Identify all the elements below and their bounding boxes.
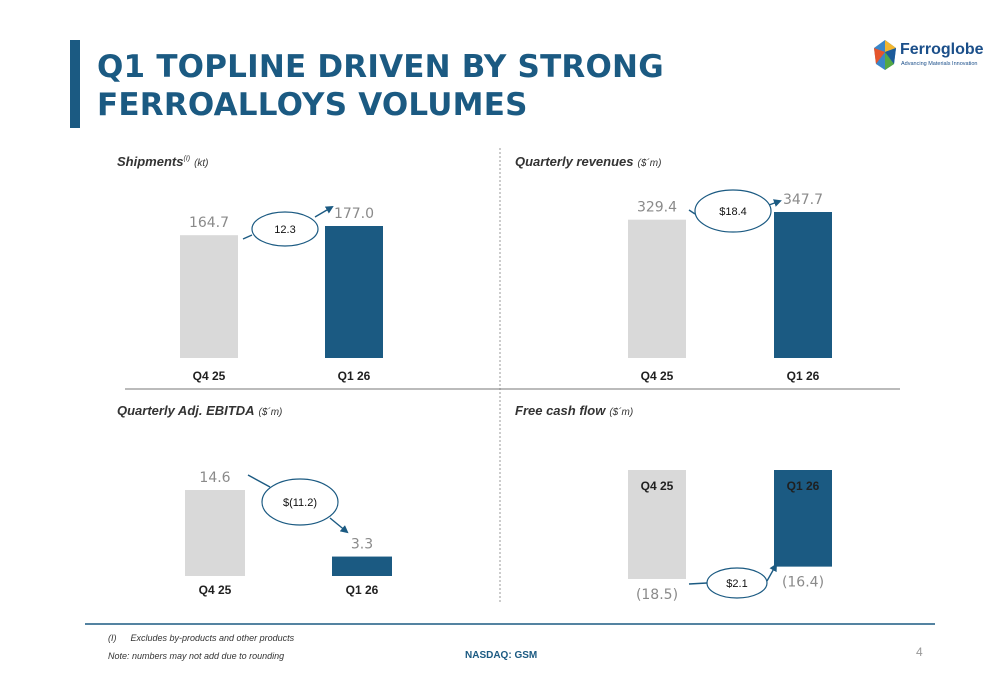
shipments-change-bubble <box>251 211 319 247</box>
shipments-value-label: 177.0 <box>334 206 374 222</box>
ebitda-arrow-in <box>247 474 271 488</box>
revenues-category-label: Q1 26 <box>787 369 820 383</box>
revenues-category-label: Q4 25 <box>641 369 674 383</box>
footnote-2: Note: numbers may not add due to roundin… <box>108 651 285 661</box>
footnote-1: (I) Excludes by-products and other produc… <box>108 633 295 643</box>
ebitda-bar-q4-25 <box>185 490 245 576</box>
ebitda-value-label: 14.6 <box>199 470 230 486</box>
revenues-bar-q1-26 <box>774 212 832 358</box>
fcf-value-label: (18.5) <box>636 587 678 603</box>
shipments-category-label: Q4 25 <box>193 369 226 383</box>
shipments-bar-q4-25 <box>180 235 238 358</box>
shipments-arrow-out <box>314 205 334 218</box>
ebitda-category-label: Q1 26 <box>346 583 379 597</box>
revenues-change-bubble <box>694 189 772 233</box>
revenues-bar-q4-25 <box>628 219 686 358</box>
shipments-title: Shipments(I) (kt) <box>117 154 209 169</box>
globe-icon <box>874 40 896 70</box>
ebitda-arrow-out <box>329 517 349 534</box>
fcf-arrow-in <box>688 582 708 585</box>
ebitda-change-bubble <box>261 478 339 526</box>
logo-tagline: Advancing Materials Innovation <box>901 61 978 67</box>
revenues-arrow-out <box>768 199 782 207</box>
ebitda-title: Quarterly Adj. EBITDA ($´m) <box>117 403 283 418</box>
fcf-change-label: $2.1 <box>726 578 747 590</box>
fcf-category-label: Q4 25 <box>641 479 674 493</box>
shipments-category-label: Q1 26 <box>338 369 371 383</box>
page-number: 4 <box>916 645 923 659</box>
fcf-bar-q1-26 <box>774 470 832 567</box>
shipments-bar-q1-26 <box>325 226 383 358</box>
fcf-value-label: (16.4) <box>782 575 824 591</box>
fcf-change-bubble <box>706 567 768 599</box>
ebitda-value-label: 3.3 <box>351 537 373 553</box>
fcf-bar-q4-25 <box>628 470 686 579</box>
page-title: Q1 TOPLINE DRIVEN BY STRONG FERROALLOYS … <box>97 49 664 123</box>
fcf-arrow-out <box>766 563 777 582</box>
shipments-change-label: 12.3 <box>274 224 295 236</box>
ebitda-change-label: $(11.2) <box>283 497 317 509</box>
revenues-value-label: 329.4 <box>637 200 677 216</box>
ticker-label: NASDAQ: GSM <box>465 650 538 661</box>
revenues-arrow-in <box>688 209 696 215</box>
logo-wordmark: Ferroglobe <box>900 41 984 58</box>
title-accent-bar <box>70 40 80 128</box>
ferroglobe-logo: Ferroglobe Advancing Materials Innovatio… <box>872 38 984 76</box>
shipments-value-label: 164.7 <box>189 215 229 231</box>
revenues-value-label: 347.7 <box>783 192 823 208</box>
ebitda-bar-q1-26 <box>332 556 392 576</box>
revenues-title: Quarterly revenues ($´m) <box>515 154 662 169</box>
shipments-arrow-in <box>242 234 253 240</box>
ebitda-category-label: Q4 25 <box>199 583 232 597</box>
fcf-title: Free cash flow ($´m) <box>515 403 634 418</box>
fcf-category-label: Q1 26 <box>787 479 820 493</box>
revenues-change-label: $18.4 <box>719 206 747 218</box>
